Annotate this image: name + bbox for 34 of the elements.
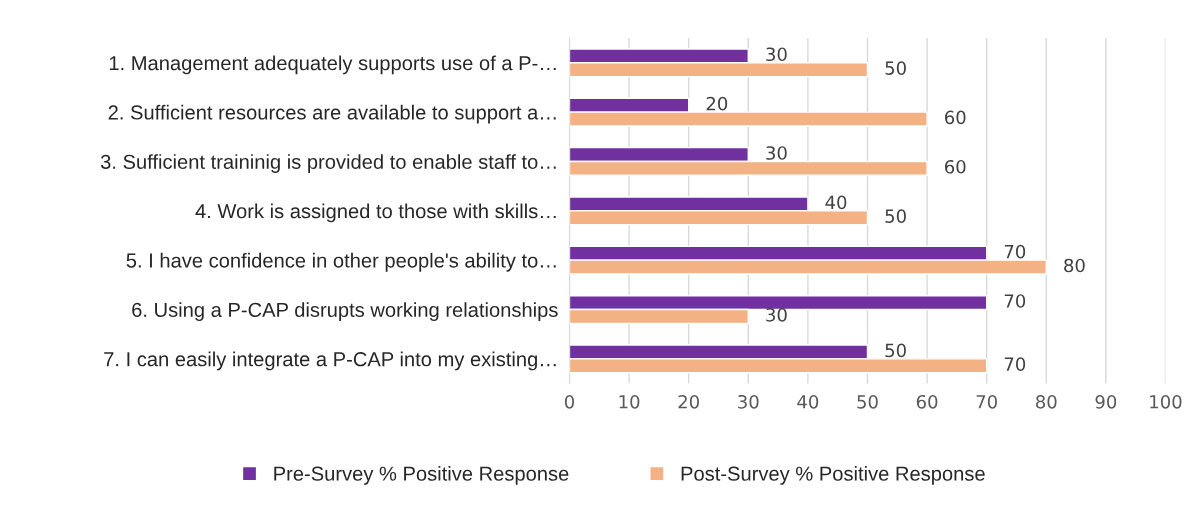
x-tick-label: 20 bbox=[678, 394, 699, 409]
data-label: 80 bbox=[1064, 258, 1085, 273]
data-label: 40 bbox=[825, 195, 847, 210]
x-tick-label: 30 bbox=[738, 394, 759, 409]
data-label: 50 bbox=[885, 343, 906, 358]
y-tick-label: 1. Management adequately supports use of a P-… bbox=[109, 55, 556, 75]
y-tick-label: 2. Sufficient resources are available to support a… bbox=[108, 104, 556, 124]
data-label: 60 bbox=[945, 159, 966, 174]
data-label: 70 bbox=[1004, 294, 1026, 308]
x-tick-label: 90 bbox=[1095, 394, 1117, 409]
x-tick-label: 40 bbox=[797, 394, 819, 409]
x-tick-label: 100 bbox=[1150, 394, 1182, 409]
data-label: 50 bbox=[885, 209, 906, 223]
legend-label: Pre-Survey % Positive Response bbox=[274, 466, 569, 485]
x-tick-label: 50 bbox=[857, 394, 878, 409]
legend-label: Post-Survey % Positive Response bbox=[681, 466, 985, 485]
x-tick-label: 70 bbox=[976, 394, 997, 409]
x-tick-label: 80 bbox=[1036, 394, 1057, 409]
data-label: 30 bbox=[766, 308, 787, 322]
data-label: 70 bbox=[1004, 357, 1026, 372]
data-label: 20 bbox=[706, 96, 728, 111]
y-tick-label: 3. Sufficient traininig is provided to enable staff to… bbox=[100, 154, 556, 173]
x-tick-label: 10 bbox=[619, 394, 640, 409]
y-tick-label: 6. Using a P-CAP disrupts working relationships bbox=[132, 302, 558, 321]
y-tick-label: 5. I have confidence in other people's ability to… bbox=[126, 252, 556, 272]
data-label: 30 bbox=[766, 47, 787, 62]
data-label: 50 bbox=[885, 61, 906, 75]
y-tick-label: 7. I can easily integrate a P-CAP into my existing… bbox=[104, 351, 556, 371]
x-tick-label: 0 bbox=[564, 394, 575, 409]
y-tick-label: 4. Work is assigned to those with skills… bbox=[195, 203, 556, 223]
data-label: 60 bbox=[945, 110, 966, 125]
data-label: 30 bbox=[766, 146, 787, 160]
x-tick-label: 60 bbox=[916, 394, 938, 409]
data-label: 70 bbox=[1004, 244, 1026, 259]
